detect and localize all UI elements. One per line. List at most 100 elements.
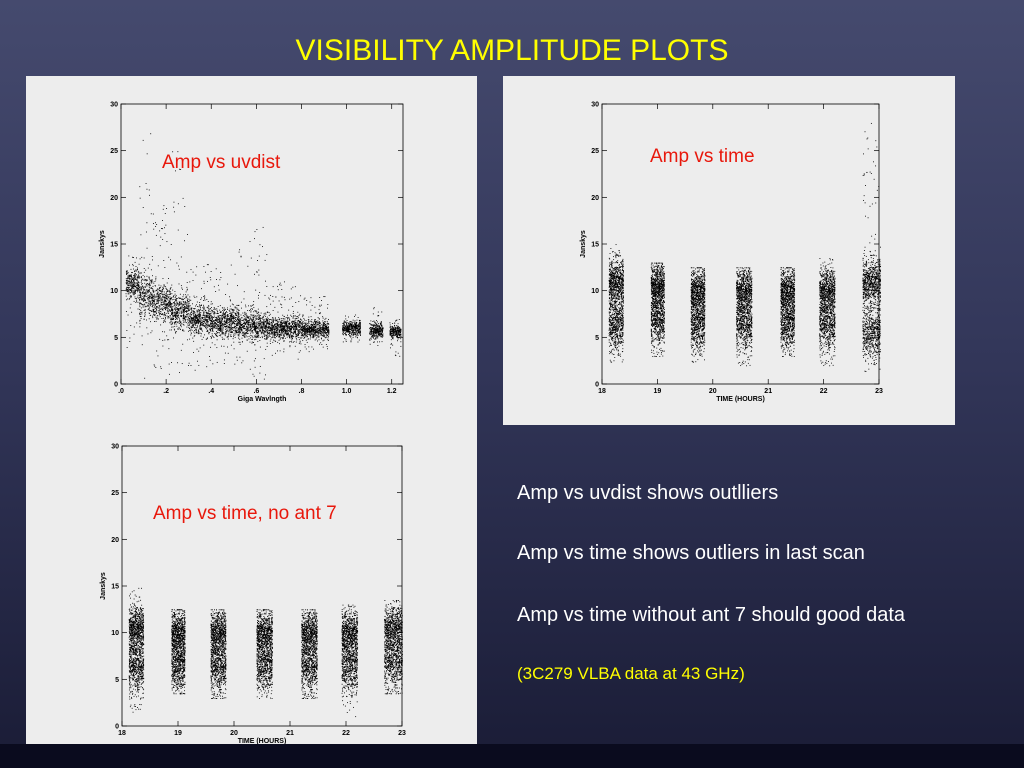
data-point [181, 298, 183, 300]
data-point [185, 316, 187, 318]
data-point [208, 313, 210, 315]
data-point [192, 326, 194, 328]
data-point [171, 309, 173, 311]
data-point [176, 309, 178, 311]
data-point [129, 279, 131, 280]
data-point [147, 267, 149, 269]
data-point [180, 306, 182, 308]
data-point [227, 327, 229, 329]
data-point [163, 227, 165, 229]
data-point [128, 278, 130, 280]
data-point [131, 272, 132, 274]
data-point [151, 256, 153, 257]
data-point [135, 286, 137, 287]
data-point [207, 320, 209, 322]
data-point [172, 322, 174, 324]
data-point [128, 276, 130, 278]
data-point [207, 305, 209, 307]
data-point [144, 282, 146, 284]
data-point [164, 307, 166, 309]
data-point [202, 299, 204, 301]
data-point [136, 280, 138, 282]
data-point [139, 304, 141, 306]
data-point [230, 300, 231, 302]
data-point [224, 335, 226, 337]
data-point [162, 301, 164, 303]
data-point [145, 293, 147, 295]
data-point [159, 338, 161, 340]
data-point [134, 273, 136, 274]
data-point [153, 303, 155, 305]
data-point [152, 315, 153, 317]
data-point [175, 295, 177, 296]
data-point [204, 311, 206, 313]
data-point [155, 276, 157, 278]
data-point [171, 299, 173, 301]
data-point [148, 294, 150, 296]
data-point [164, 339, 166, 341]
data-point [139, 306, 141, 308]
data-point [216, 279, 217, 280]
data-point [132, 291, 134, 293]
data-point [198, 310, 200, 311]
data-point [219, 318, 221, 320]
data-point [197, 315, 199, 317]
data-point [190, 318, 192, 320]
data-point [146, 319, 147, 321]
data-point [199, 326, 201, 328]
data-point [183, 310, 185, 312]
data-point [207, 313, 208, 315]
data-point [177, 312, 178, 314]
x-tick-label: 1.2 [387, 388, 397, 395]
data-point [196, 315, 198, 317]
data-point [199, 324, 201, 326]
data-point [183, 310, 185, 312]
data-point [219, 320, 220, 322]
data-point [184, 240, 186, 242]
data-point [221, 330, 223, 332]
data-point [199, 302, 201, 303]
data-point [140, 318, 142, 320]
data-point [133, 275, 135, 276]
data-point [166, 306, 168, 308]
data-point [202, 314, 204, 316]
data-point [164, 304, 166, 306]
data-point [162, 238, 164, 240]
data-point [161, 299, 163, 301]
data-point [144, 298, 146, 300]
data-point [201, 324, 203, 326]
data-point [136, 282, 138, 284]
data-point [130, 276, 132, 277]
data-point [202, 307, 204, 309]
data-point [159, 313, 161, 315]
data-point [172, 312, 174, 314]
data-point [149, 296, 151, 298]
data-point [231, 328, 232, 329]
data-point [139, 291, 141, 293]
data-point [187, 310, 189, 312]
data-point [139, 320, 141, 322]
data-point [133, 282, 135, 284]
data-point [227, 330, 229, 332]
data-point [210, 326, 212, 328]
data-point [133, 291, 135, 292]
data-point [127, 274, 129, 276]
data-point [159, 293, 161, 295]
data-point [234, 329, 236, 331]
data-point [183, 304, 185, 306]
data-point [218, 329, 220, 331]
data-point [198, 350, 200, 352]
data-point [164, 213, 166, 215]
data-point [152, 308, 154, 310]
data-point [182, 301, 184, 302]
data-point [174, 319, 176, 321]
data-point [154, 310, 156, 312]
data-point [179, 319, 181, 321]
data-point [149, 310, 151, 312]
data-point [187, 323, 189, 325]
data-point [213, 327, 214, 329]
data-point [184, 321, 186, 323]
data-point [130, 275, 132, 277]
data-point [162, 339, 164, 341]
data-point [155, 367, 157, 368]
